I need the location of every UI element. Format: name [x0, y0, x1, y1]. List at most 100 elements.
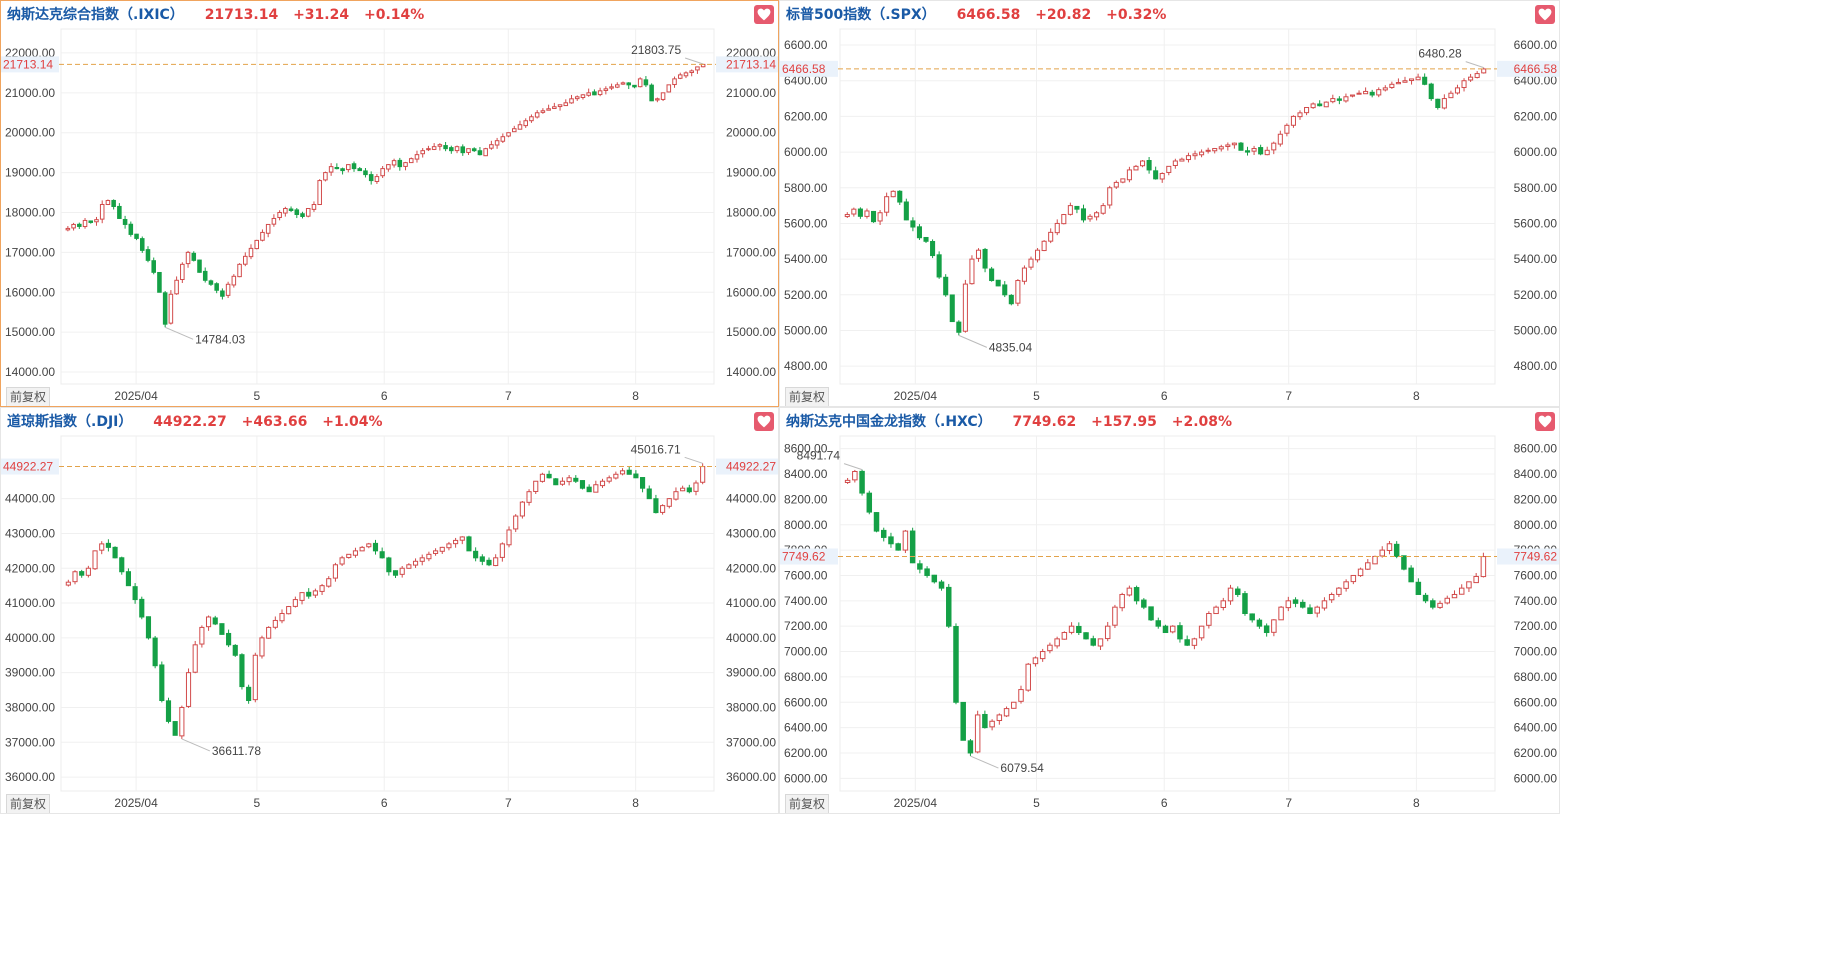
y-tick-label-left: 15000.00: [5, 325, 55, 339]
y-tick-label-right: 7000.00: [1514, 645, 1558, 659]
y-tick-label-left: 5000.00: [784, 323, 828, 337]
candle-down: [392, 570, 399, 576]
candle-up: [1343, 96, 1349, 102]
candle-up: [620, 82, 626, 85]
candle-up: [339, 557, 345, 565]
candlestick-chart[interactable]: 2025/04 5 6 7 8 36000.00 36000.00 37000.00 37000…: [1, 408, 779, 814]
chart-panel-spx[interactable]: 标普500指数（.SPX） 6466.58 +20.82 +0.32% 2025…: [779, 0, 1560, 407]
candle-up: [105, 200, 111, 205]
candle-up: [328, 166, 334, 173]
y-tick-label-left: 18000.00: [5, 205, 55, 219]
restore-button[interactable]: 前复权: [785, 794, 830, 813]
candle-up: [989, 720, 995, 728]
candlestick-chart[interactable]: 2025/04 5 6 7 8 14000.00 14000.00 15000.00 15000…: [1, 1, 779, 407]
y-tick-label-right: 17000.00: [726, 245, 776, 259]
candle-down: [643, 79, 649, 86]
y-tick-label-left: 6600.00: [784, 695, 828, 709]
candle-up: [1389, 83, 1395, 88]
candle-up: [660, 505, 666, 513]
candle-down: [1258, 147, 1264, 155]
index-name[interactable]: 道琼斯指数（.DJI）: [7, 414, 133, 430]
price-tag-left-text: 6466.58: [782, 62, 826, 76]
candle-down: [943, 276, 949, 296]
max-label: 45016.71: [631, 442, 681, 456]
candle-up: [1441, 98, 1447, 109]
max-leader-line: [684, 57, 704, 65]
index-name[interactable]: 纳斯达克综合指数（.IXIC）: [7, 7, 184, 23]
heart-icon: [757, 8, 771, 21]
candle-up: [1448, 92, 1454, 99]
max-label: 8491.74: [797, 449, 841, 463]
index-name[interactable]: 标普500指数（.SPX）: [786, 7, 936, 23]
candle-up: [192, 644, 198, 673]
favorite-button[interactable]: [1535, 5, 1555, 24]
x-tick-label: 5: [1033, 796, 1040, 810]
candle-up: [852, 471, 858, 481]
candle-down: [873, 512, 880, 532]
candle-down: [1008, 294, 1014, 305]
candle-down: [1146, 160, 1152, 171]
candle-down: [466, 536, 472, 552]
candle-down: [982, 713, 988, 729]
candle-up: [609, 86, 614, 89]
index-change: +31.24: [293, 7, 350, 23]
y-tick-label-left: 7400.00: [784, 594, 828, 608]
favorite-button[interactable]: [1535, 412, 1555, 431]
index-change: +463.66: [241, 414, 308, 430]
candle-up: [563, 102, 569, 107]
candle-down: [151, 260, 156, 273]
x-tick-label: 6: [1161, 389, 1168, 403]
candle-down: [888, 536, 894, 545]
candle-up: [1021, 267, 1027, 282]
restore-button[interactable]: 前复权: [6, 387, 51, 406]
candle-up: [540, 110, 546, 113]
candle-down: [880, 529, 887, 538]
candle-up: [1067, 205, 1073, 215]
y-tick-label-right: 6600.00: [1514, 695, 1558, 709]
candle-down: [1307, 607, 1313, 615]
chart-panel-hxc[interactable]: 纳斯达克中国金龙指数（.HXC） 7749.62 +157.95 +2.08% …: [779, 407, 1560, 814]
candle-down: [1083, 632, 1089, 640]
favorite-button[interactable]: [754, 412, 774, 431]
candle-down: [1430, 600, 1436, 608]
chart-panel-dji[interactable]: 道琼斯指数（.DJI） 44922.27 +463.66 +1.04% 2025…: [0, 407, 779, 814]
candle-down: [949, 294, 955, 323]
candle-up: [574, 96, 580, 100]
candle-up: [1035, 249, 1041, 261]
candle-up: [1451, 593, 1458, 599]
candle-up: [179, 706, 185, 737]
chart-panel-ixic[interactable]: 纳斯达克综合指数（.IXIC） 21713.14 +31.24 +0.14% 2…: [0, 0, 779, 407]
candle-down: [1155, 620, 1162, 627]
panel-header: 标普500指数（.SPX） 6466.58 +20.82 +0.32%: [786, 5, 1166, 25]
candle-down: [649, 84, 654, 102]
candle-up: [546, 108, 551, 111]
candle-up: [1290, 115, 1296, 126]
candle-up: [1314, 606, 1320, 614]
x-tick-label: 6: [381, 796, 388, 810]
candle-up: [65, 581, 71, 586]
x-tick-label: 8: [632, 796, 639, 810]
y-tick-label-right: 42000.00: [726, 561, 776, 575]
index-name[interactable]: 纳斯达克中国金龙指数（.HXC）: [786, 414, 992, 430]
candle-up: [225, 283, 231, 296]
candlestick-chart[interactable]: 2025/04 5 6 7 8 6000.00 6000.00 6200.00 6200.00 6…: [780, 408, 1560, 814]
y-tick-label-right: 4800.00: [1514, 359, 1558, 373]
favorite-button[interactable]: [754, 5, 774, 24]
y-tick-label-right: 16000.00: [726, 285, 776, 299]
y-tick-label-left: 21000.00: [5, 86, 55, 100]
candle-up: [1458, 587, 1465, 595]
candle-up: [1278, 606, 1284, 621]
candle-up: [1061, 632, 1068, 640]
candle-up: [1409, 78, 1415, 81]
restore-button[interactable]: 前复权: [785, 387, 830, 406]
candle-up: [1191, 638, 1198, 646]
candle-up: [877, 212, 883, 222]
candle-down: [1256, 619, 1263, 627]
candle-down: [165, 700, 172, 722]
restore-button[interactable]: 前复权: [6, 794, 51, 813]
candle-up: [1466, 581, 1472, 589]
candle-up: [1120, 178, 1126, 183]
y-tick-label-right: 20000.00: [726, 126, 776, 140]
candlestick-chart[interactable]: 2025/04 5 6 7 8 4800.00 4800.00 5000.00 5000.00 5…: [780, 1, 1560, 407]
candle-up: [1395, 82, 1401, 85]
